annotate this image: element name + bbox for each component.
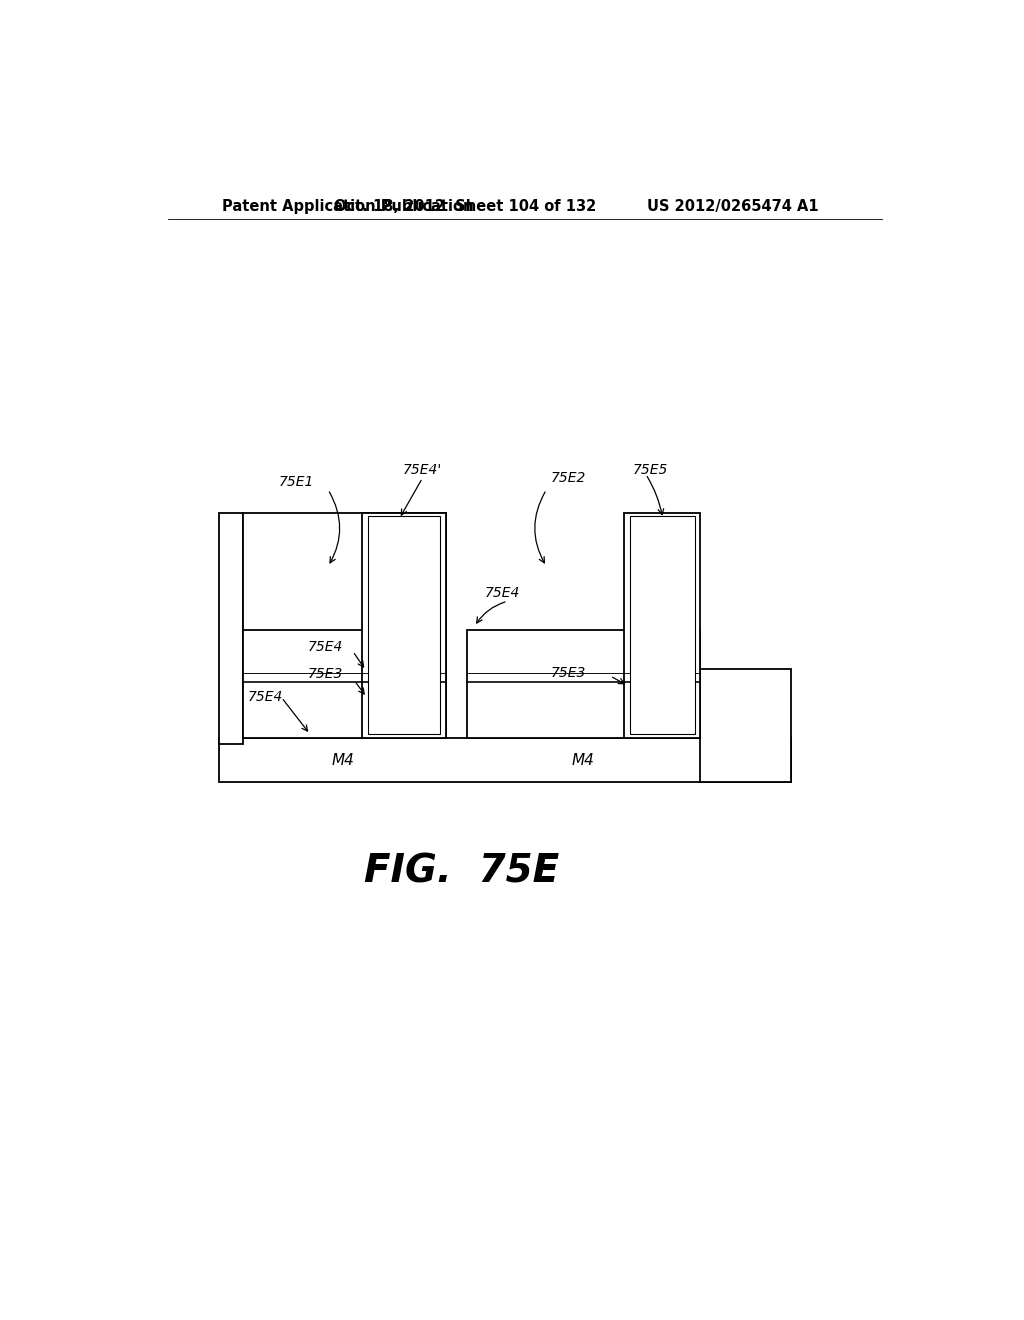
Bar xyxy=(700,669,792,781)
Text: M4: M4 xyxy=(571,752,594,768)
Text: 75E3: 75E3 xyxy=(551,665,587,680)
Text: FIG.  75E: FIG. 75E xyxy=(364,853,559,891)
Text: 75E5: 75E5 xyxy=(633,463,668,478)
Text: 75E3: 75E3 xyxy=(308,668,343,681)
Text: Patent Application Publication: Patent Application Publication xyxy=(221,199,473,214)
Bar xyxy=(369,516,439,734)
Bar xyxy=(219,512,243,743)
Bar xyxy=(362,512,445,738)
Bar xyxy=(630,516,695,734)
Bar xyxy=(624,512,700,738)
Text: Oct. 18, 2012  Sheet 104 of 132: Oct. 18, 2012 Sheet 104 of 132 xyxy=(334,199,596,214)
Text: M4: M4 xyxy=(332,752,355,768)
Bar xyxy=(243,631,445,738)
Bar xyxy=(243,512,445,738)
Text: US 2012/0265474 A1: US 2012/0265474 A1 xyxy=(647,199,818,214)
Text: 75E1: 75E1 xyxy=(280,475,314,488)
Bar xyxy=(467,631,700,738)
Text: 75E2: 75E2 xyxy=(550,471,586,484)
Bar xyxy=(219,738,791,781)
Text: 75E4: 75E4 xyxy=(484,586,520,601)
Text: 75E4: 75E4 xyxy=(248,690,284,705)
Text: 75E4': 75E4' xyxy=(403,463,442,478)
Text: 75E4: 75E4 xyxy=(308,640,343,655)
